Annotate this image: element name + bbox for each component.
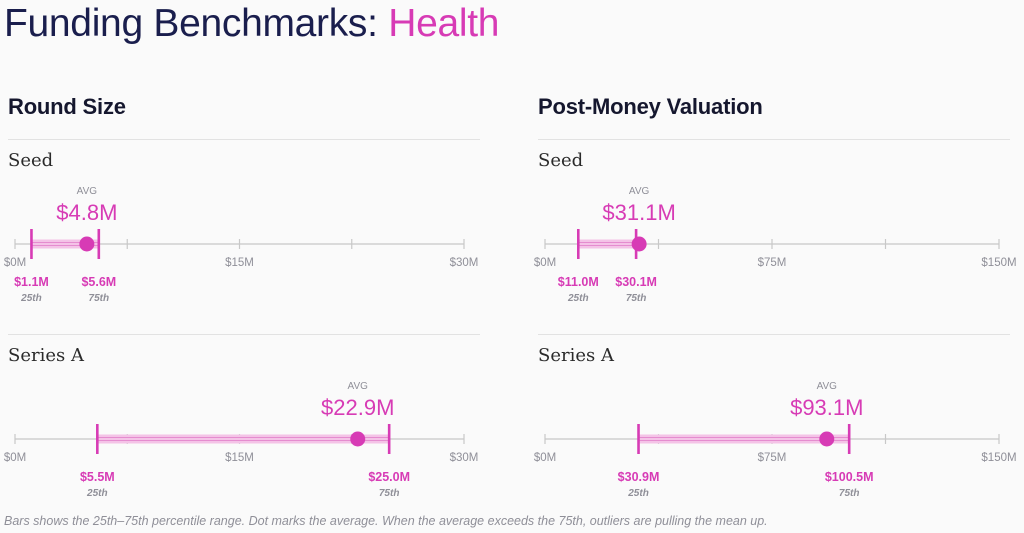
stage-label-seed: Seed bbox=[8, 150, 54, 171]
valuation-series-a-chart: $0M $75M $150M AVG $93.1M $30.9M 25th $100.5M 75… bbox=[534, 381, 1017, 499]
stage-label-series-a: Series A bbox=[538, 345, 614, 366]
divider bbox=[538, 139, 1010, 140]
range-band bbox=[31, 239, 99, 249]
tick-label: $75M bbox=[758, 257, 787, 269]
tick-label: $15M bbox=[225, 452, 254, 464]
tick-label: $75M bbox=[758, 452, 787, 464]
tick-label: $30M bbox=[450, 257, 479, 269]
range-band bbox=[578, 239, 637, 249]
avg-caption: AVG bbox=[77, 186, 98, 197]
valuation-seed-chart: $0M $75M $150M AVG $31.1M $11.0M 25th $30.1M 75t… bbox=[534, 186, 1017, 304]
p75-caption: 75th bbox=[626, 293, 647, 304]
average-dot bbox=[631, 236, 647, 252]
p25-value-label: $5.5M bbox=[80, 470, 115, 484]
p75-caption: 75th bbox=[839, 488, 860, 499]
p25-value-label: $11.0M bbox=[558, 275, 599, 289]
avg-caption: AVG bbox=[348, 381, 369, 392]
round-size-seed-chart: $0M $15M $30M AVG $4.8M $1.1M 25th $5.6M 75th bbox=[4, 186, 479, 304]
tick-label: $150M bbox=[981, 257, 1016, 269]
range-band bbox=[97, 434, 390, 444]
avg-caption: AVG bbox=[629, 186, 650, 197]
footnote: Bars shows the 25th–75th percentile rang… bbox=[4, 514, 768, 528]
average-dot bbox=[79, 236, 95, 252]
tick-label: $0M bbox=[534, 452, 556, 464]
round-size-series-a-chart: $0M $15M $30M AVG $22.9M $5.5M 25th $25.0M 75th bbox=[4, 381, 479, 499]
avg-value-label: $4.8M bbox=[56, 200, 117, 225]
range-band bbox=[638, 434, 850, 444]
avg-caption: AVG bbox=[817, 381, 838, 392]
title-main: Funding Benchmarks: bbox=[4, 2, 378, 45]
p25-caption: 25th bbox=[627, 488, 649, 499]
avg-value-label: $93.1M bbox=[790, 395, 863, 420]
p75-value-label: $5.6M bbox=[81, 275, 116, 289]
stage-label-seed: Seed bbox=[538, 150, 584, 171]
page-title: Funding Benchmarks: Health bbox=[4, 2, 499, 46]
average-dot bbox=[350, 431, 366, 447]
tick-label: $15M bbox=[225, 257, 254, 269]
p25-caption: 25th bbox=[20, 293, 42, 304]
p75-value-label: $30.1M bbox=[615, 275, 657, 289]
p25-caption: 25th bbox=[567, 293, 589, 304]
p25-caption: 25th bbox=[86, 488, 108, 499]
p75-caption: 75th bbox=[379, 488, 400, 499]
tick-label: $30M bbox=[450, 452, 479, 464]
tick-label: $0M bbox=[4, 257, 26, 269]
tick-label: $150M bbox=[981, 452, 1016, 464]
p75-value-label: $100.5M bbox=[825, 470, 874, 484]
round-size-heading: Round Size bbox=[8, 94, 126, 119]
avg-value-label: $22.9M bbox=[321, 395, 394, 420]
title-accent: Health bbox=[388, 2, 500, 45]
p75-caption: 75th bbox=[89, 293, 110, 304]
p25-value-label: $30.9M bbox=[618, 470, 660, 484]
tick-label: $0M bbox=[4, 452, 26, 464]
tick-label: $0M bbox=[534, 257, 556, 269]
p25-value-label: $1.1M bbox=[14, 275, 49, 289]
valuation-heading: Post-Money Valuation bbox=[538, 94, 763, 119]
p75-value-label: $25.0M bbox=[368, 470, 410, 484]
stage-label-series-a: Series A bbox=[8, 345, 84, 366]
divider bbox=[8, 334, 480, 335]
average-dot bbox=[819, 431, 835, 447]
divider bbox=[538, 334, 1010, 335]
divider bbox=[8, 139, 480, 140]
avg-value-label: $31.1M bbox=[602, 200, 675, 225]
